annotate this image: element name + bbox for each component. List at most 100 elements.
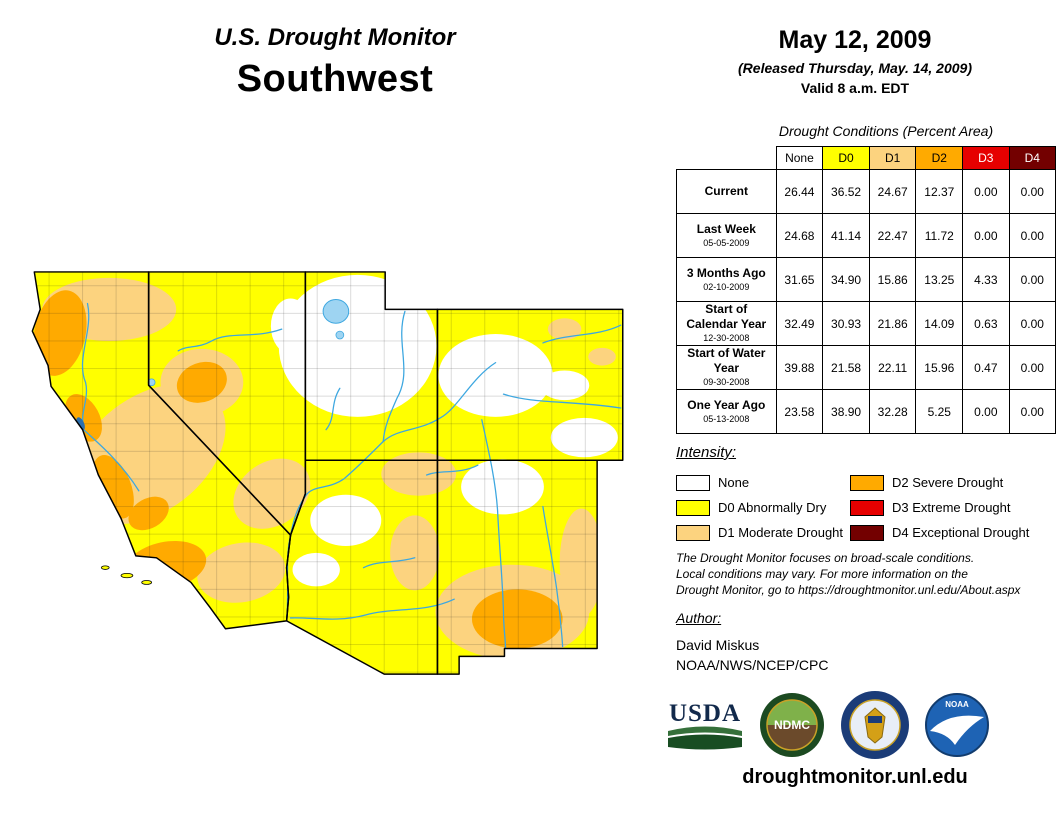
- value-cell: 24.68: [775, 213, 824, 258]
- author-organization: NOAA/NWS/NCEP/CPC: [676, 657, 829, 674]
- value-cell: 24.67: [868, 169, 917, 214]
- drought-shading: [32, 271, 623, 675]
- value-cell: 0.00: [1008, 345, 1056, 390]
- d1-swatch: [676, 524, 710, 541]
- value-cell: 22.47: [868, 213, 917, 258]
- value-cell: 34.90: [822, 257, 870, 302]
- value-cell: 0.47: [962, 345, 1010, 390]
- value-cell: 0.00: [1008, 389, 1056, 434]
- value-cell: 23.58: [775, 389, 824, 434]
- row-date: 12-30-2008: [703, 333, 750, 344]
- date-block: May 12, 2009 (Released Thursday, May. 14…: [695, 26, 1015, 96]
- value-cell: 0.00: [962, 213, 1010, 258]
- value-cell: 0.00: [1008, 257, 1056, 302]
- disclaimer-text: The Drought Monitor focuses on broad-sca…: [676, 551, 1021, 597]
- col-header-d0: D0: [822, 146, 870, 170]
- value-cell: 0.63: [962, 301, 1010, 346]
- value-cell: 0.00: [962, 169, 1010, 214]
- value-cell: 12.37: [915, 169, 964, 214]
- author-heading: Author:: [676, 610, 722, 626]
- value-cell: 26.44: [775, 169, 824, 214]
- col-header-d1: D1: [868, 146, 917, 170]
- row-label: Current: [676, 169, 777, 214]
- legend-item-d4: D4 Exceptional Drought: [850, 520, 1048, 545]
- value-cell: 31.65: [775, 257, 824, 302]
- row-label: One Year Ago 05-13-2008: [676, 389, 777, 434]
- usda-swoosh: [668, 726, 742, 749]
- value-cell: 11.72: [915, 213, 964, 258]
- col-header-none: None: [775, 146, 824, 170]
- legend-item-d2: D2 Severe Drought: [850, 470, 1048, 495]
- value-cell: 22.11: [868, 345, 917, 390]
- col-header-d3: D3: [962, 146, 1010, 170]
- lakes: [76, 299, 350, 431]
- value-cell: 32.28: [868, 389, 917, 434]
- svg-text:NOAA: NOAA: [945, 700, 969, 709]
- ndmc-logo: NDMC: [759, 692, 825, 758]
- map-date: May 12, 2009: [778, 26, 932, 54]
- table-row: Last Week 05-05-2009 24.68 41.14 22.47 11…: [676, 213, 1056, 258]
- row-date: 05-05-2009: [703, 237, 750, 248]
- value-cell: 5.25: [915, 389, 964, 434]
- table-row: Start of Water Year 09-30-2008 39.88 21.5…: [676, 345, 1056, 390]
- usda-logo: USDA: [666, 701, 744, 750]
- drought-conditions-table: None D0 D1 D2 D3 D4 Current 26.44 36.52 …: [676, 146, 1056, 434]
- value-cell: 0.00: [1008, 213, 1056, 258]
- row-date: 05-13-2008: [703, 413, 750, 424]
- col-header-d4: D4: [1008, 146, 1056, 170]
- corner-cell: [676, 146, 777, 170]
- d4-swatch: [850, 524, 884, 541]
- rivers: [81, 302, 622, 649]
- value-cell: 14.09: [915, 301, 964, 346]
- row-label: Start of Calendar Year 12-30-2008: [676, 301, 777, 346]
- region-title: Southwest: [236, 58, 434, 100]
- d3-swatch: [850, 499, 884, 516]
- table-row: Current 26.44 36.52 24.67 12.37 0.00 0.0…: [676, 169, 1056, 214]
- released-date: (Released Thursday, May. 14, 2009): [738, 60, 972, 76]
- value-cell: 21.86: [868, 301, 917, 346]
- legend-item-d0: D0 Abnormally Dry: [676, 495, 850, 520]
- value-cell: 13.25: [915, 257, 964, 302]
- value-cell: 36.52: [822, 169, 870, 214]
- county-boundaries: [32, 271, 623, 675]
- row-label: 3 Months Ago 02-10-2009: [676, 257, 777, 302]
- d2-swatch: [850, 474, 884, 491]
- noaa-logo: NOAA: [925, 693, 989, 757]
- none-swatch: [676, 474, 710, 491]
- row-date: 09-30-2008: [703, 377, 750, 388]
- value-cell: 0.00: [1008, 301, 1056, 346]
- state-borders: [31, 271, 624, 675]
- col-header-d2: D2: [915, 146, 964, 170]
- row-label: Last Week 05-05-2009: [676, 213, 777, 258]
- value-cell: 38.90: [822, 389, 870, 434]
- intensity-legend: Intensity: None D0 Abnormally Dry D1 Mod…: [676, 444, 1048, 545]
- author-block: Author: David Miskus NOAA/NWS/NCEP/CPC: [676, 610, 828, 676]
- value-cell: 15.96: [915, 345, 964, 390]
- author-name: David Miskus: [676, 637, 760, 653]
- table-row: Start of Calendar Year 12-30-2008 32.49 3…: [676, 301, 1056, 346]
- svg-text:NDMC: NDMC: [774, 718, 810, 732]
- table-row: One Year Ago 05-13-2008 23.58 38.90 32.28…: [676, 389, 1056, 434]
- value-cell: 0.00: [962, 389, 1010, 434]
- great-salt-lake: [322, 299, 350, 324]
- title-block: U.S. Drought Monitor Southwest: [130, 24, 540, 101]
- table-header-row: None D0 D1 D2 D3 D4: [676, 146, 1056, 170]
- value-cell: 4.33: [962, 257, 1010, 302]
- value-cell: 39.88: [775, 345, 824, 390]
- table-title: Drought Conditions (Percent Area): [778, 123, 994, 139]
- agency-logos: USDA NDMC: [666, 690, 989, 760]
- value-cell: 32.49: [775, 301, 824, 346]
- legend-item-d1: D1 Moderate Drought: [676, 520, 850, 545]
- value-cell: 30.93: [822, 301, 870, 346]
- value-cell: 15.86: [868, 257, 917, 302]
- drought-map: [31, 271, 624, 675]
- value-cell: 41.14: [822, 213, 870, 258]
- drought-monitor-url: droughtmonitor.unl.edu: [742, 766, 968, 788]
- value-cell: 0.00: [1008, 169, 1056, 214]
- row-label: Start of Water Year 09-30-2008: [676, 345, 777, 390]
- row-date: 02-10-2009: [703, 281, 750, 292]
- channel-islands: [100, 565, 152, 585]
- legend-item-none: None: [676, 470, 850, 495]
- table-row: 3 Months Ago 02-10-2009 31.65 34.90 15.86…: [676, 257, 1056, 302]
